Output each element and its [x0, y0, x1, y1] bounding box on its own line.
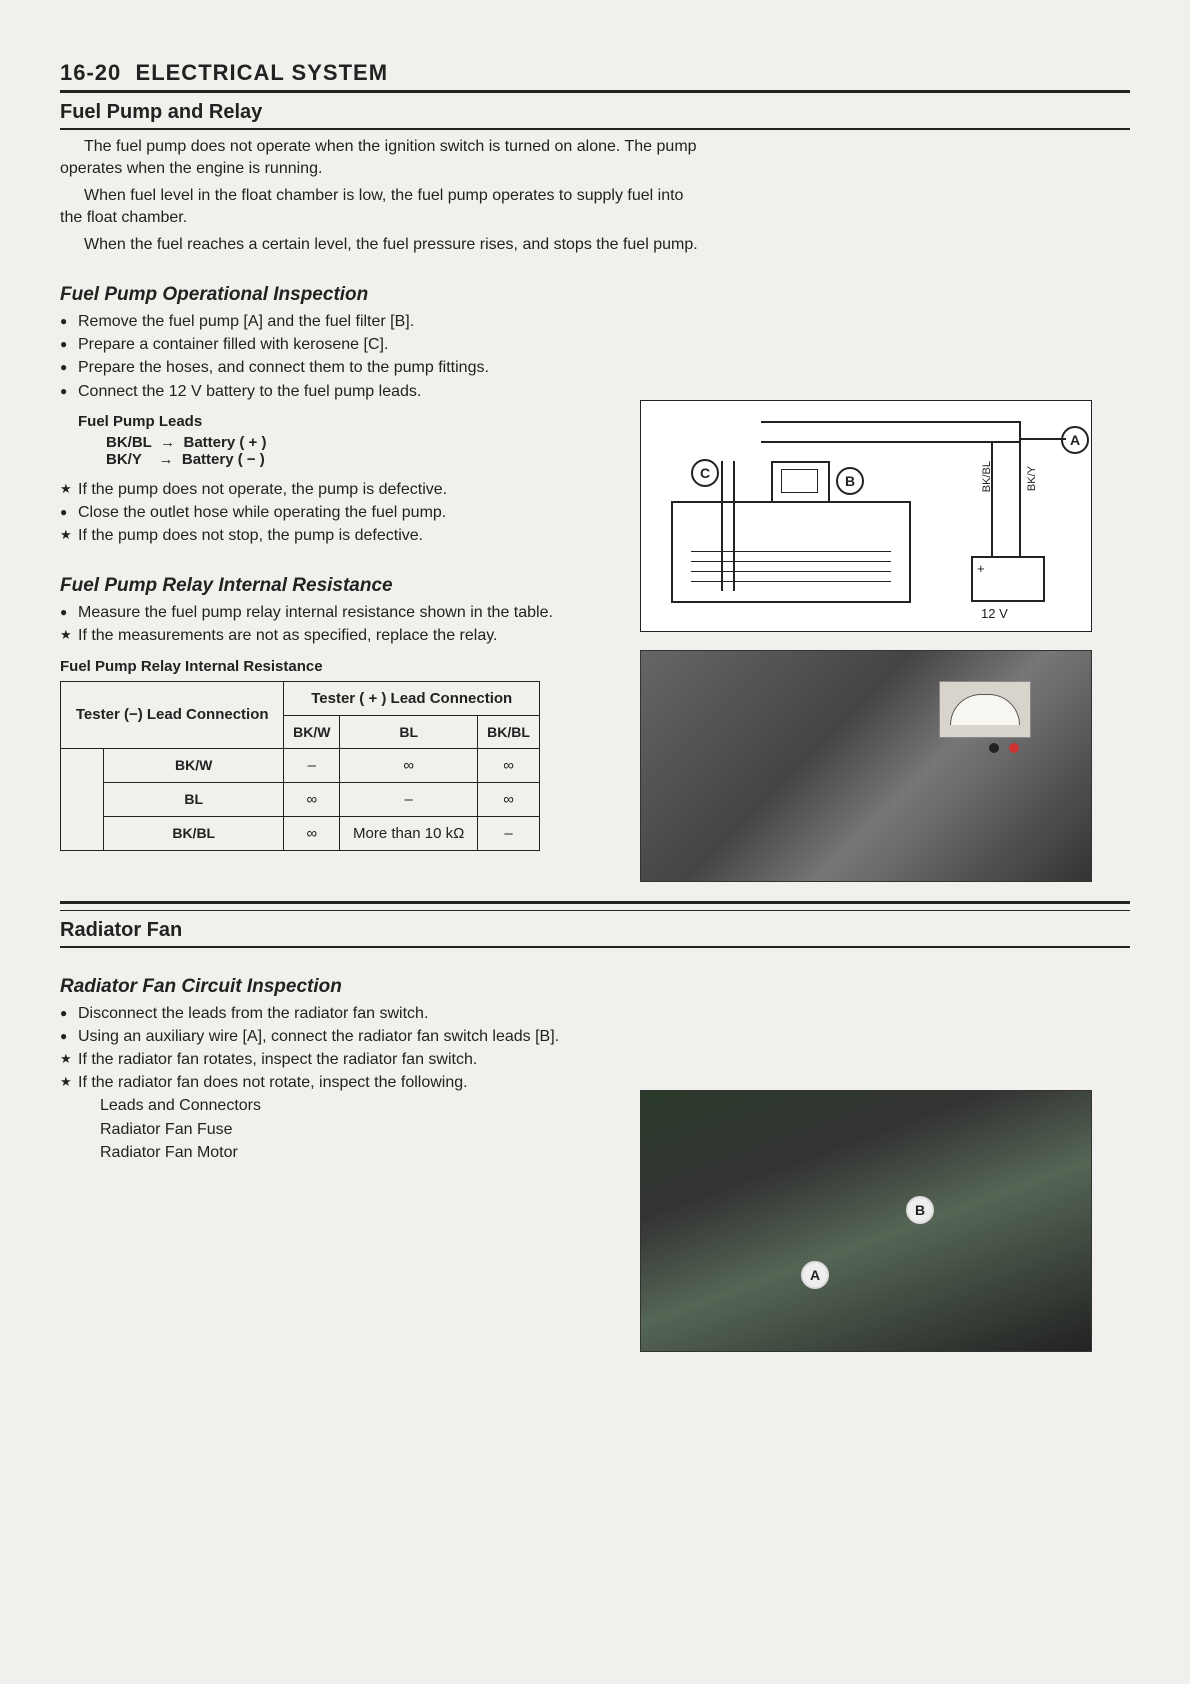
cell: –	[478, 816, 540, 850]
list-item: Prepare a container filled with kerosene…	[60, 333, 1130, 356]
row-label: BK/BL	[104, 816, 284, 850]
cell: More than 10 kΩ	[340, 816, 478, 850]
relay-measurement-photo	[640, 650, 1092, 882]
intro-para-1: The fuel pump does not operate when the …	[60, 136, 700, 179]
intro-para-3: When the fuel reaches a certain level, t…	[60, 234, 700, 256]
cell: ∞	[284, 782, 340, 816]
marker-a-icon: A	[801, 1261, 829, 1289]
marker-a-icon: A	[1061, 426, 1089, 454]
subcol: BK/BL	[478, 715, 540, 748]
list-item: Leads and Connectors	[60, 1094, 680, 1117]
wire-label: BK/Y	[1026, 466, 1038, 491]
list-item: Using an auxiliary wire [A], connect the…	[60, 1025, 680, 1048]
chapter-title: ELECTRICAL SYSTEM	[136, 60, 389, 85]
list-item: Disconnect the leads from the radiator f…	[60, 1002, 680, 1025]
marker-b-icon: B	[906, 1196, 934, 1224]
section-title-fuel-pump: Fuel Pump and Relay	[60, 95, 1130, 130]
cell: –	[340, 782, 478, 816]
list-item: Remove the fuel pump [A] and the fuel fi…	[60, 310, 1130, 333]
list-item: Prepare the hoses, and connect them to t…	[60, 356, 1130, 379]
subsection-title-operational-inspection: Fuel Pump Operational Inspection	[60, 284, 1130, 306]
list-item: If the radiator fan does not rotate, ins…	[60, 1071, 680, 1094]
radiator-fan-photo: A B	[640, 1090, 1092, 1352]
fuel-pump-schematic: + 12 V BK/BL BK/Y A B C	[640, 400, 1092, 632]
col-header: Tester ( + ) Lead Connection	[284, 681, 540, 715]
subcol: BK/W	[284, 715, 340, 748]
page-header: 16-20 ELECTRICAL SYSTEM	[60, 60, 1130, 93]
resistance-table: Tester (−) Lead Connection Tester ( + ) …	[60, 681, 540, 851]
multimeter-icon	[939, 681, 1031, 738]
radiator-steps: Disconnect the leads from the radiator f…	[60, 1002, 680, 1164]
list-item: If the radiator fan rotates, inspect the…	[60, 1048, 680, 1071]
subsection-title-radiator-circuit: Radiator Fan Circuit Inspection	[60, 976, 1130, 998]
wire-label: BK/BL	[981, 461, 993, 492]
marker-c-icon: C	[691, 459, 719, 487]
section-divider	[60, 901, 1130, 911]
cell: ∞	[340, 748, 478, 782]
cell: ∞	[478, 782, 540, 816]
list-item: Radiator Fan Motor	[60, 1141, 680, 1164]
inspection-steps: Remove the fuel pump [A] and the fuel fi…	[60, 310, 1130, 403]
row-label: BK/W	[104, 748, 284, 782]
cell: –	[284, 748, 340, 782]
battery-label: 12 V	[981, 606, 1008, 621]
intro-para-2: When fuel level in the float chamber is …	[60, 185, 700, 228]
list-item: Radiator Fan Fuse	[60, 1118, 680, 1141]
cell: ∞	[478, 748, 540, 782]
cell: ∞	[284, 816, 340, 850]
marker-b-icon: B	[836, 467, 864, 495]
section-title-radiator-fan: Radiator Fan	[60, 913, 1130, 948]
page-number: 16-20	[60, 60, 121, 85]
row-label: BL	[104, 782, 284, 816]
col-header: Tester (−) Lead Connection	[61, 681, 284, 748]
subcol: BL	[340, 715, 478, 748]
